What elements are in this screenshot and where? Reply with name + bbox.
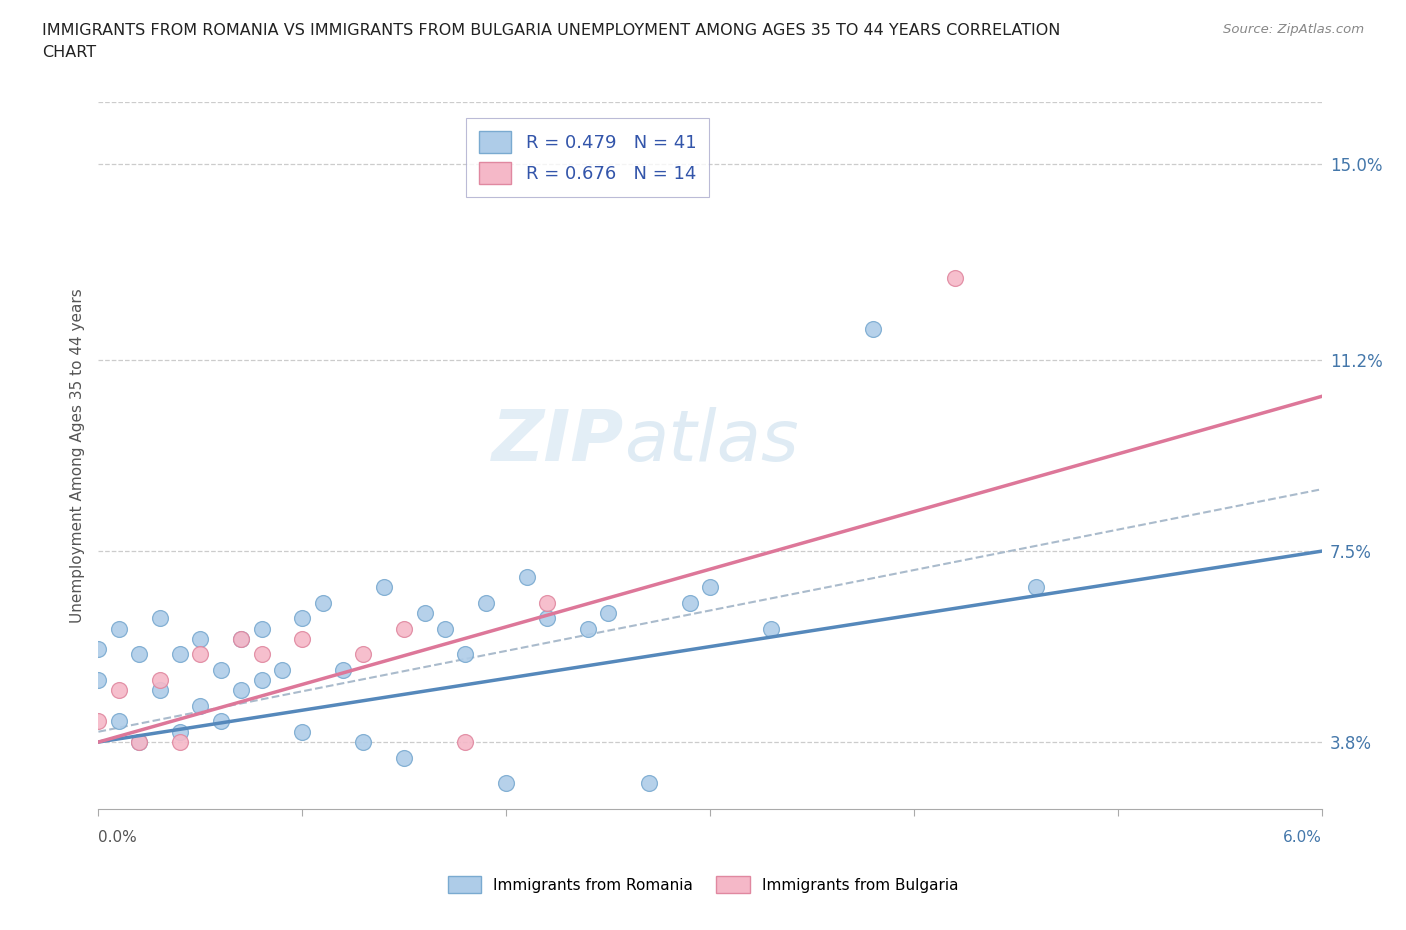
- Point: [1025, 579, 1047, 594]
- Point: [169, 735, 191, 750]
- Point: [128, 647, 150, 662]
- Point: [352, 647, 374, 662]
- Text: Source: ZipAtlas.com: Source: ZipAtlas.com: [1223, 23, 1364, 36]
- Point: [188, 698, 212, 713]
- Point: [454, 647, 477, 662]
- Point: [454, 735, 477, 750]
- Point: [291, 611, 314, 626]
- Point: [87, 672, 110, 687]
- Point: [536, 595, 558, 610]
- Y-axis label: Unemployment Among Ages 35 to 44 years: Unemployment Among Ages 35 to 44 years: [69, 288, 84, 623]
- Point: [108, 714, 131, 729]
- Point: [373, 579, 395, 594]
- Point: [291, 631, 314, 646]
- Point: [392, 621, 416, 636]
- Point: [108, 621, 131, 636]
- Point: [231, 683, 253, 698]
- Point: [433, 621, 456, 636]
- Legend: Immigrants from Romania, Immigrants from Bulgaria: Immigrants from Romania, Immigrants from…: [441, 870, 965, 899]
- Point: [188, 647, 212, 662]
- Point: [699, 579, 721, 594]
- Point: [311, 595, 335, 610]
- Text: ZIP: ZIP: [492, 407, 624, 476]
- Point: [169, 724, 191, 739]
- Point: [231, 631, 253, 646]
- Point: [576, 621, 599, 636]
- Point: [862, 322, 884, 337]
- Point: [250, 672, 273, 687]
- Point: [413, 605, 436, 620]
- Point: [250, 621, 273, 636]
- Point: [128, 735, 150, 750]
- Point: [679, 595, 702, 610]
- Point: [149, 683, 172, 698]
- Point: [291, 724, 314, 739]
- Text: 0.0%: 0.0%: [98, 830, 138, 844]
- Legend: R = 0.479   N = 41, R = 0.676   N = 14: R = 0.479 N = 41, R = 0.676 N = 14: [467, 118, 709, 197]
- Point: [943, 271, 966, 286]
- Point: [188, 631, 212, 646]
- Point: [392, 751, 416, 765]
- Point: [516, 569, 538, 584]
- Point: [536, 611, 558, 626]
- Point: [209, 662, 232, 677]
- Point: [149, 611, 172, 626]
- Point: [495, 776, 517, 790]
- Point: [598, 605, 620, 620]
- Text: IMMIGRANTS FROM ROMANIA VS IMMIGRANTS FROM BULGARIA UNEMPLOYMENT AMONG AGES 35 T: IMMIGRANTS FROM ROMANIA VS IMMIGRANTS FR…: [42, 23, 1060, 60]
- Point: [270, 662, 292, 677]
- Point: [332, 662, 354, 677]
- Point: [108, 683, 131, 698]
- Point: [474, 595, 498, 610]
- Text: 6.0%: 6.0%: [1282, 830, 1322, 844]
- Point: [761, 621, 783, 636]
- Point: [87, 642, 110, 657]
- Point: [352, 735, 374, 750]
- Text: atlas: atlas: [624, 407, 799, 476]
- Point: [209, 714, 232, 729]
- Point: [250, 647, 273, 662]
- Point: [149, 672, 172, 687]
- Point: [128, 735, 150, 750]
- Point: [169, 647, 191, 662]
- Point: [87, 714, 110, 729]
- Point: [637, 776, 661, 790]
- Point: [231, 631, 253, 646]
